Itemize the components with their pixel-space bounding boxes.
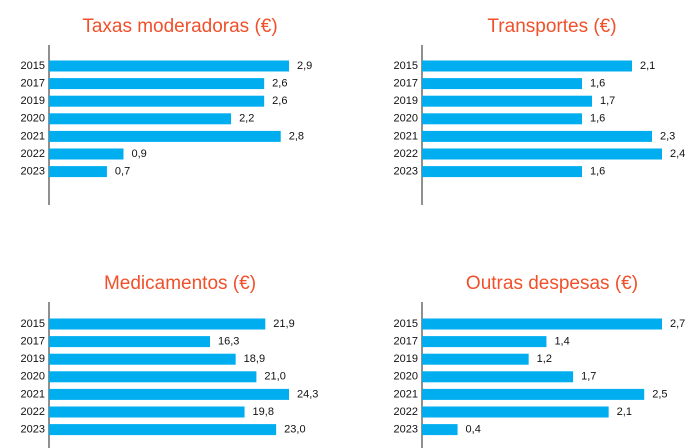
y-tick-label: 2015	[394, 60, 418, 72]
y-tick-label: 2022	[394, 406, 418, 418]
bar	[422, 388, 645, 400]
bar	[49, 95, 265, 107]
bar	[422, 353, 529, 365]
bar	[49, 424, 277, 436]
value-label: 2,2	[239, 113, 254, 125]
value-label: 2,9	[297, 60, 312, 72]
y-tick-label: 2019	[394, 353, 418, 365]
chart: Medicamentos (€) 2015 21,9 2017 16,3 2019 18,9…	[21, 273, 318, 448]
y-tick-label: 2017	[21, 78, 45, 90]
value-label: 1,6	[590, 113, 605, 125]
y-tick-label: 2021	[21, 388, 45, 400]
chart: Taxas moderadoras (€) 2015 2,9 2017 2,6 2019 2…	[21, 16, 312, 205]
bar	[422, 406, 609, 418]
value-label: 2,7	[670, 318, 685, 330]
y-tick-label: 2021	[21, 130, 45, 142]
value-label: 0,7	[115, 166, 130, 178]
bar	[422, 113, 582, 125]
y-tick-label: 2017	[21, 336, 45, 348]
y-tick-label: 2019	[394, 95, 418, 107]
y-tick-label: 2015	[21, 60, 45, 72]
bar	[49, 406, 245, 418]
bar	[422, 95, 592, 107]
chart: Transportes (€) 2015 2,1 2017 1,6 2019 1,7 2020…	[394, 16, 685, 205]
value-label: 21,9	[273, 318, 294, 330]
y-tick-label: 2022	[394, 148, 418, 160]
value-label: 2,1	[640, 60, 655, 72]
y-tick-label: 2021	[394, 130, 418, 142]
chart-title: Taxas moderadoras (€)	[82, 16, 277, 37]
bar	[422, 166, 582, 178]
bar	[49, 353, 236, 365]
value-label: 16,3	[218, 336, 239, 348]
bar	[422, 336, 547, 348]
bar	[49, 60, 289, 72]
value-label: 24,3	[297, 388, 318, 400]
value-label: 0,9	[131, 148, 146, 160]
bar	[422, 424, 458, 436]
chart-title: Medicamentos (€)	[104, 273, 256, 294]
bar	[422, 371, 574, 383]
y-tick-label: 2017	[394, 78, 418, 90]
y-tick-label: 2017	[394, 336, 418, 348]
bar	[49, 388, 289, 400]
value-label: 23,0	[284, 424, 305, 436]
value-label: 2,3	[660, 130, 675, 142]
bar	[422, 318, 662, 330]
value-label: 1,4	[554, 336, 569, 348]
chart: Outras despesas (€) 2015 2,7 2017 1,4 2019 1,2…	[394, 273, 685, 448]
chart-title: Transportes (€)	[487, 16, 616, 37]
value-label: 1,7	[600, 95, 615, 107]
y-tick-label: 2023	[21, 166, 45, 178]
bar	[49, 336, 210, 348]
bar	[49, 113, 232, 125]
bar	[422, 148, 662, 160]
y-tick-label: 2015	[394, 318, 418, 330]
y-tick-label: 2020	[394, 371, 418, 383]
value-label: 2,6	[272, 95, 287, 107]
y-tick-label: 2023	[394, 424, 418, 436]
y-tick-label: 2020	[394, 113, 418, 125]
y-tick-label: 2023	[21, 424, 45, 436]
value-label: 2,8	[289, 130, 304, 142]
value-label: 2,4	[670, 148, 685, 160]
y-tick-label: 2022	[21, 148, 45, 160]
chart-title: Outras despesas (€)	[466, 273, 638, 294]
value-label: 1,2	[537, 353, 552, 365]
value-label: 1,6	[590, 78, 605, 90]
y-tick-label: 2015	[21, 318, 45, 330]
bar	[49, 318, 266, 330]
bar	[49, 166, 107, 178]
value-label: 2,6	[272, 78, 287, 90]
bar	[422, 130, 652, 142]
bar	[49, 371, 257, 383]
bar	[49, 78, 265, 90]
value-label: 0,4	[466, 424, 481, 436]
bar	[49, 130, 281, 142]
value-label: 2,5	[652, 388, 667, 400]
y-tick-label: 2021	[394, 388, 418, 400]
y-tick-label: 2019	[21, 95, 45, 107]
value-label: 1,7	[581, 371, 596, 383]
bar	[49, 148, 124, 160]
y-tick-label: 2022	[21, 406, 45, 418]
value-label: 2,1	[617, 406, 632, 418]
bar	[422, 78, 582, 90]
value-label: 18,9	[244, 353, 265, 365]
value-label: 1,6	[590, 166, 605, 178]
bar	[422, 60, 632, 72]
value-label: 19,8	[253, 406, 274, 418]
y-tick-label: 2020	[21, 371, 45, 383]
value-label: 21,0	[264, 371, 285, 383]
y-tick-label: 2023	[394, 166, 418, 178]
y-tick-label: 2019	[21, 353, 45, 365]
y-tick-label: 2020	[21, 113, 45, 125]
